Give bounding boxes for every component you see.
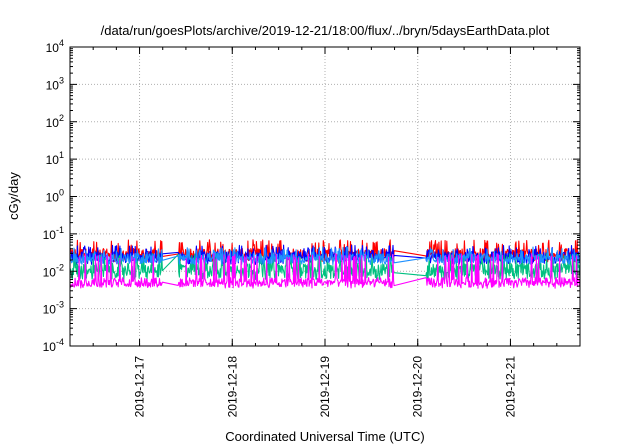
y-tick-label: 10-3 — [43, 300, 64, 317]
series-group — [69, 239, 581, 289]
x-axis: 2019-12-17 2019-12-18 2019-12-19 2019-12-20… — [69, 47, 581, 418]
y-tick-label: 102 — [46, 113, 64, 130]
y-tick-base: 10 — [46, 41, 60, 55]
y-tick-exponent: -1 — [56, 225, 64, 235]
y-tick-label: 104 — [46, 38, 64, 55]
y-tick-exponent: 3 — [59, 75, 64, 85]
y-tick-label: 103 — [46, 75, 64, 92]
y-tick-label: 100 — [46, 188, 64, 205]
y-axis-label: cGy/day — [6, 172, 21, 220]
y-tick-exponent: -3 — [56, 300, 64, 310]
y-tick-exponent: 4 — [59, 38, 64, 48]
x-tick-label: 2019-12-18 — [225, 356, 239, 418]
y-tick-base: 10 — [46, 116, 60, 130]
y-tick-base: 10 — [46, 153, 60, 167]
y-tick-label: 101 — [46, 150, 64, 167]
y-tick-base: 10 — [43, 228, 57, 242]
y-tick-exponent: 0 — [59, 188, 64, 198]
x-tick-label: 2019-12-20 — [411, 356, 425, 418]
y-tick-label: 10-2 — [43, 262, 64, 279]
y-tick-base: 10 — [46, 191, 60, 205]
y-tick-base: 10 — [43, 265, 57, 279]
y-tick-label: 10-1 — [43, 225, 64, 242]
y-tick-exponent: 1 — [59, 150, 64, 160]
y-tick-base: 10 — [43, 303, 57, 317]
x-axis-label: Coordinated Universal Time (UTC) — [225, 429, 424, 444]
x-tick-label: 2019-12-21 — [503, 356, 517, 418]
chart-title: /data/run/goesPlots/archive/2019-12-21/1… — [101, 23, 550, 38]
y-tick-exponent: -4 — [56, 337, 64, 347]
series-line — [69, 252, 581, 289]
grid — [70, 47, 580, 346]
y-tick-base: 10 — [46, 78, 60, 92]
y-tick-exponent: 2 — [59, 113, 64, 123]
x-tick-label: 2019-12-19 — [318, 356, 332, 418]
y-tick-base: 10 — [43, 340, 57, 354]
y-tick-exponent: -2 — [56, 262, 64, 272]
y-tick-label: 10-4 — [43, 337, 64, 354]
x-tick-label: 2019-12-17 — [133, 356, 147, 418]
